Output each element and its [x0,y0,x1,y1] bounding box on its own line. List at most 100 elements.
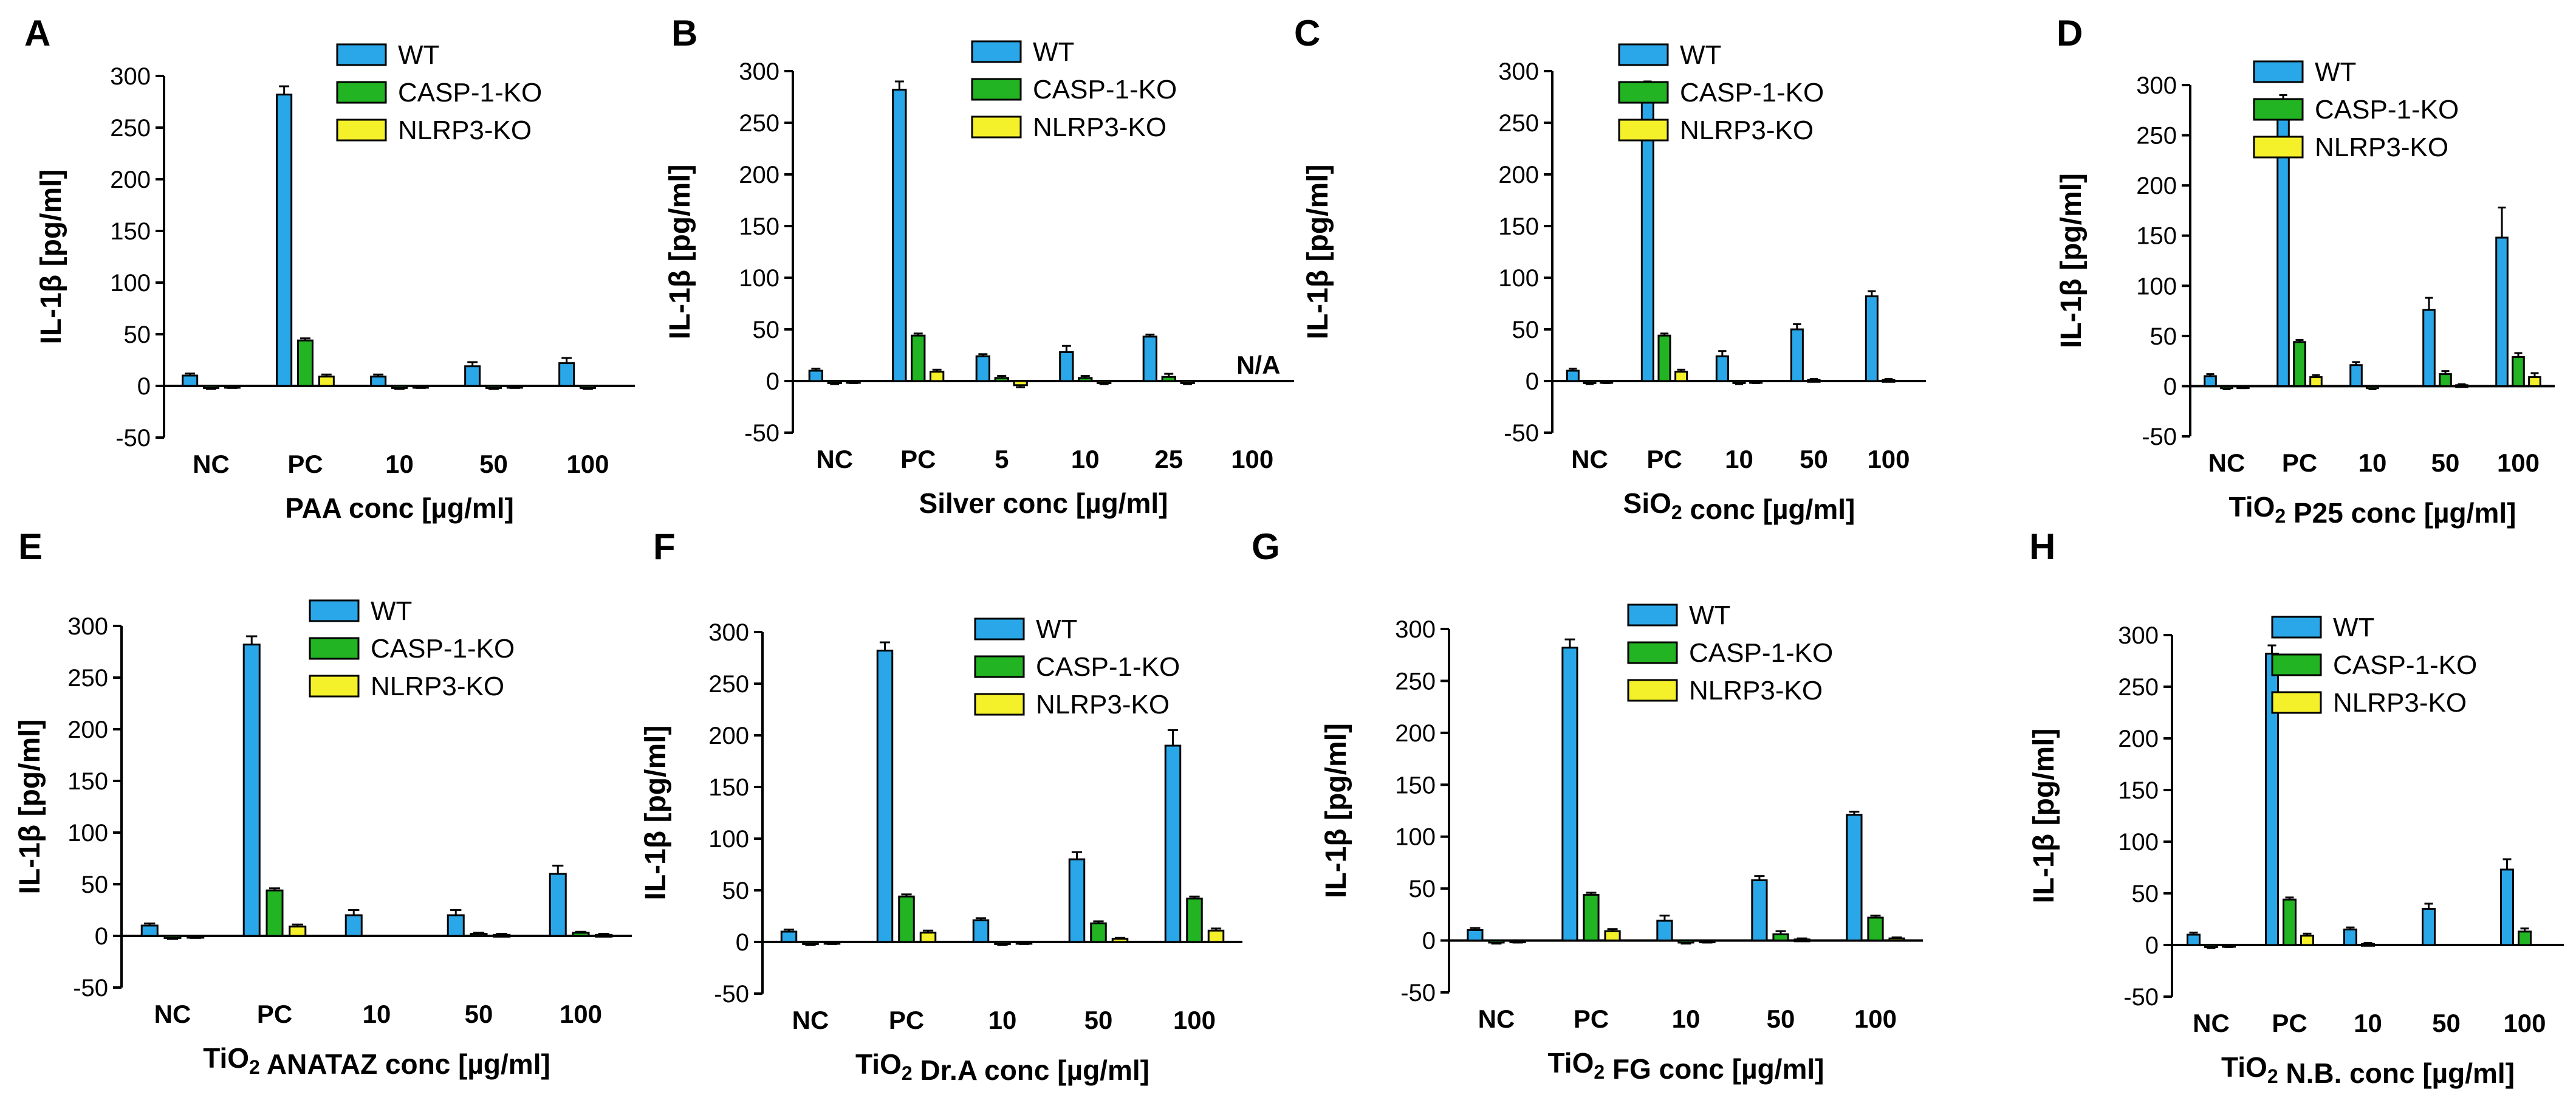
bar-casp-1-ko [994,941,1011,945]
bar-wt [2500,868,2515,946]
bar-nlrp3-ko [1793,938,1810,943]
y-tick-label: 100 [67,820,108,847]
x-axis-label: TiO2 P25 conc [µg/ml] [2229,491,2516,529]
legend-label: WT [1680,40,1721,70]
y-tick-label: 0 [736,929,749,956]
x-tick-label: 10 [2354,1009,2382,1037]
bar-casp-1-ko [202,385,220,389]
bar-casp-1-ko [1772,933,1789,942]
bar-casp-1-ko [1583,380,1597,384]
legend-label: CASP-1-KO [2333,650,2477,680]
y-tick-label: 200 [739,162,779,188]
legend-swatch-wt [2271,616,2322,639]
x-tick-label: 50 [465,1000,493,1028]
legend-swatch-nlrp3-ko [971,115,1022,139]
bar-nlrp3-ko [2455,384,2468,388]
y-tick-label: 0 [95,923,108,950]
x-tick-label: NC [193,450,230,478]
legend-label: WT [2333,613,2374,642]
bar-wt [2422,908,2436,946]
bar-nlrp3-ko [493,933,511,938]
panel-letter: C [1294,13,1320,53]
legend-swatch-wt [971,40,1022,63]
legend-swatch-casp-1-ko [1627,641,1678,664]
x-tick-label: 10 [988,1006,1017,1034]
y-tick-label: 100 [708,826,749,853]
legend-label: WT [2315,57,2356,87]
y-tick-label: 50 [124,321,151,348]
y-tick-label: 50 [722,878,750,904]
bar-casp-1-ko [572,932,590,937]
y-tick-label: 250 [2118,674,2159,701]
y-tick-label: 150 [708,774,749,801]
x-tick-label: 10 [385,450,414,478]
x-tick-label: 10 [1071,445,1100,473]
x-tick-label: 100 [2497,448,2540,477]
bar-wt [242,644,261,937]
x-tick-label: 10 [1672,1005,1701,1033]
x-tick-label: NC [792,1006,829,1034]
bar-nlrp3-ko [1111,938,1129,943]
y-tick-label: 200 [110,167,151,193]
bar-casp-1-ko [802,941,819,945]
panel-letter: E [18,526,43,567]
y-tick-label: 200 [1395,720,1436,747]
x-tick-label: NC [2208,448,2245,477]
x-tick-label: NC [816,445,853,473]
y-tick-label: 150 [67,768,108,795]
bar-casp-1-ko [296,339,314,387]
y-tick-label: 250 [1498,110,1539,137]
y-tick-label: 150 [110,218,151,245]
y-tick-label: 50 [1409,876,1436,902]
y-axis-label: IL-1β [pg/ml] [1320,723,1352,898]
panel-c: C 300 250 200 150 100 50 0 -50 IL-1β [pg/ml] NC PC 1… [1294,13,1926,525]
legend-swatch-wt [974,617,1025,641]
legend-label: CASP-1-KO [1689,638,1833,668]
bar-wt [464,365,481,387]
y-tick-label: 150 [2118,777,2159,804]
y-axis-label: IL-1β [pg/ml] [2028,729,2060,904]
x-tick-label: 5 [995,445,1009,473]
panel-letter: D [2057,13,2083,53]
x-axis-label: TiO2 FG conc [µg/ml] [1548,1047,1824,1085]
y-tick-label: 300 [739,58,779,85]
x-axis-label: PAA conc [µg/ml] [285,492,514,524]
panel-letter: F [653,526,676,567]
bar-wt [2343,929,2358,946]
legend-swatch-nlrp3-ko [974,693,1025,716]
bar-wt [1715,355,1729,382]
legend-label: NLRP3-KO [1680,115,1814,145]
bar-wt [1656,919,1673,942]
bar-wt [549,873,567,937]
x-tick-label: PC [1574,1005,1609,1033]
bar-nlrp3-ko [1888,937,1905,942]
legend-swatch-casp-1-ko [2253,98,2304,121]
bar-casp-1-ko [470,933,488,937]
panel-d: D 300 250 200 150 100 50 0 -50 IL-1β [pg/ml] NC PC 1… [2055,13,2555,529]
y-axis-label: IL-1β [pg/ml] [2055,173,2088,348]
y-tick-label: 100 [1395,824,1436,851]
y-tick-label: 300 [67,613,108,640]
x-axis-label: TiO2 Dr.A conc [µg/ml] [855,1048,1149,1086]
bar-nlrp3-ko [318,376,335,387]
bar-casp-1-ko [1583,893,1600,942]
y-tick-label: 300 [110,63,151,90]
x-tick-label: PC [257,1000,292,1028]
legend-label: NLRP3-KO [1036,690,1170,720]
legend-swatch-casp-1-ko [2271,653,2322,676]
bar-wt [1751,879,1768,942]
bar-casp-1-ko [994,377,1009,382]
legend-swatch-casp-1-ko [309,637,360,660]
bar-nlrp3-ko [1604,930,1621,942]
bar-casp-1-ko [2220,385,2233,390]
y-tick-label: 150 [2136,223,2177,250]
bar-wt [780,930,798,943]
x-tick-label: 50 [1084,1006,1113,1034]
y-tick-label: 200 [2118,726,2159,752]
legend-label: NLRP3-KO [371,672,504,701]
y-tick-label: 250 [708,671,749,698]
bar-wt [2204,375,2217,387]
y-tick-label: 200 [67,716,108,743]
y-tick-label: 0 [137,373,151,400]
